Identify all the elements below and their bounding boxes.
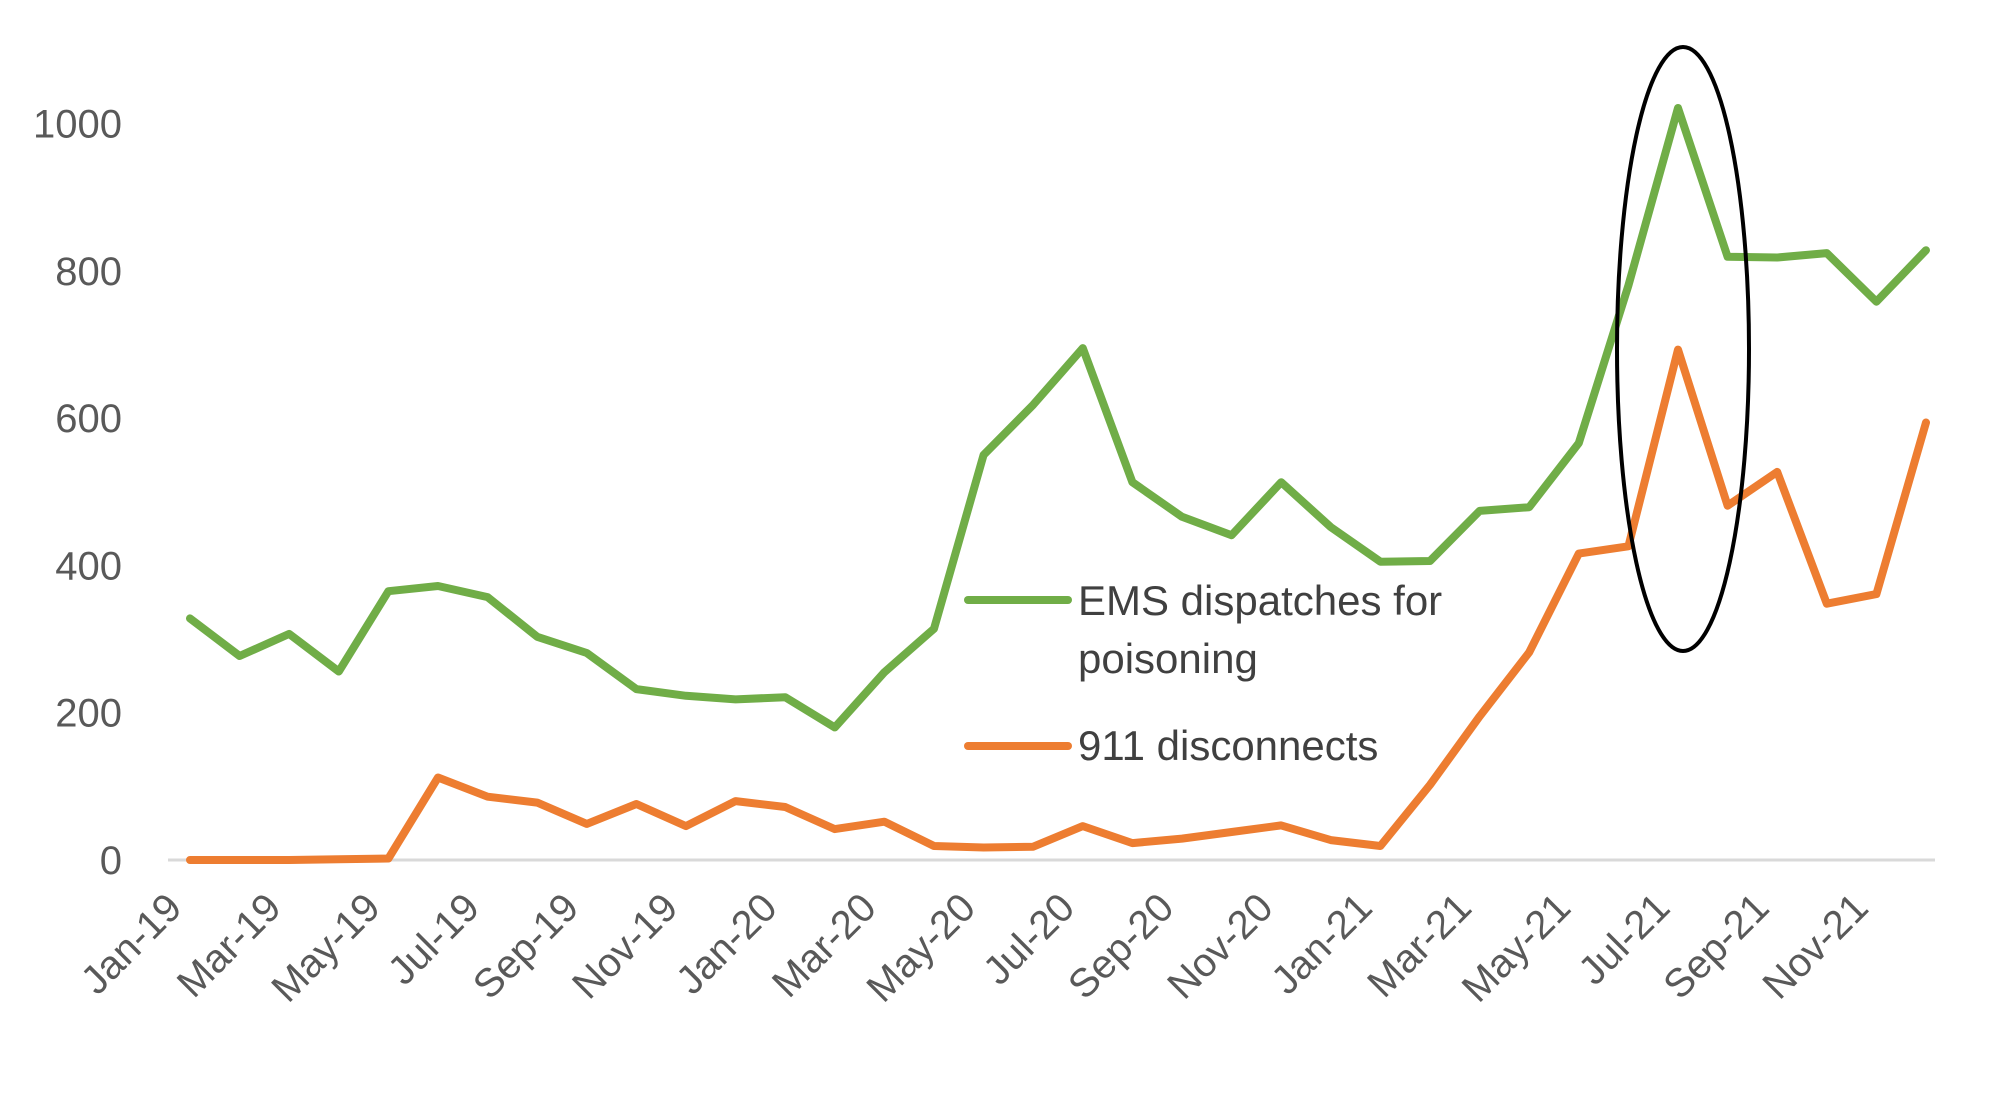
y-tick-label: 800: [55, 250, 122, 294]
y-tick-label: 200: [55, 692, 122, 736]
legend: EMS dispatches for poisoning 911 disconn…: [964, 577, 1454, 769]
legend-label-ems: EMS dispatches for poisoning: [1078, 577, 1454, 682]
x-tick-label: Sep-20: [1060, 885, 1182, 1007]
x-tick-label: May-19: [263, 885, 388, 1010]
x-tick-label: Jan-21: [1263, 885, 1381, 1003]
series-line-ems-dispatches: [186, 104, 1930, 732]
series-layer: [186, 104, 1930, 864]
x-tick-label: May-20: [859, 885, 984, 1010]
y-tick-label: 400: [55, 544, 122, 588]
x-tick-label: Sep-19: [465, 885, 587, 1007]
x-axis-ticks: Jan-19Mar-19May-19Jul-19Sep-19Nov-19Jan-…: [73, 885, 1877, 1010]
series-line-911-disconnects: [186, 345, 1930, 864]
x-tick-label: Nov-19: [564, 885, 686, 1007]
x-tick-label: Jan-19: [73, 885, 191, 1003]
x-tick-label: Nov-20: [1159, 885, 1281, 1007]
x-tick-label: Sep-21: [1655, 885, 1777, 1007]
x-tick-label: Jan-20: [668, 885, 786, 1003]
y-tick-label: 0: [100, 839, 122, 883]
x-tick-label: May-21: [1454, 885, 1579, 1010]
y-tick-label: 600: [55, 397, 122, 441]
y-axis-ticks: 0 200 400 600 800 1000: [33, 103, 122, 884]
x-tick-label: Nov-21: [1754, 885, 1876, 1007]
y-tick-label: 1000: [33, 103, 122, 147]
annotation-layer: [1615, 45, 1751, 653]
highlight-ellipse: [1615, 45, 1751, 653]
legend-label-911: 911 disconnects: [1078, 722, 1378, 769]
